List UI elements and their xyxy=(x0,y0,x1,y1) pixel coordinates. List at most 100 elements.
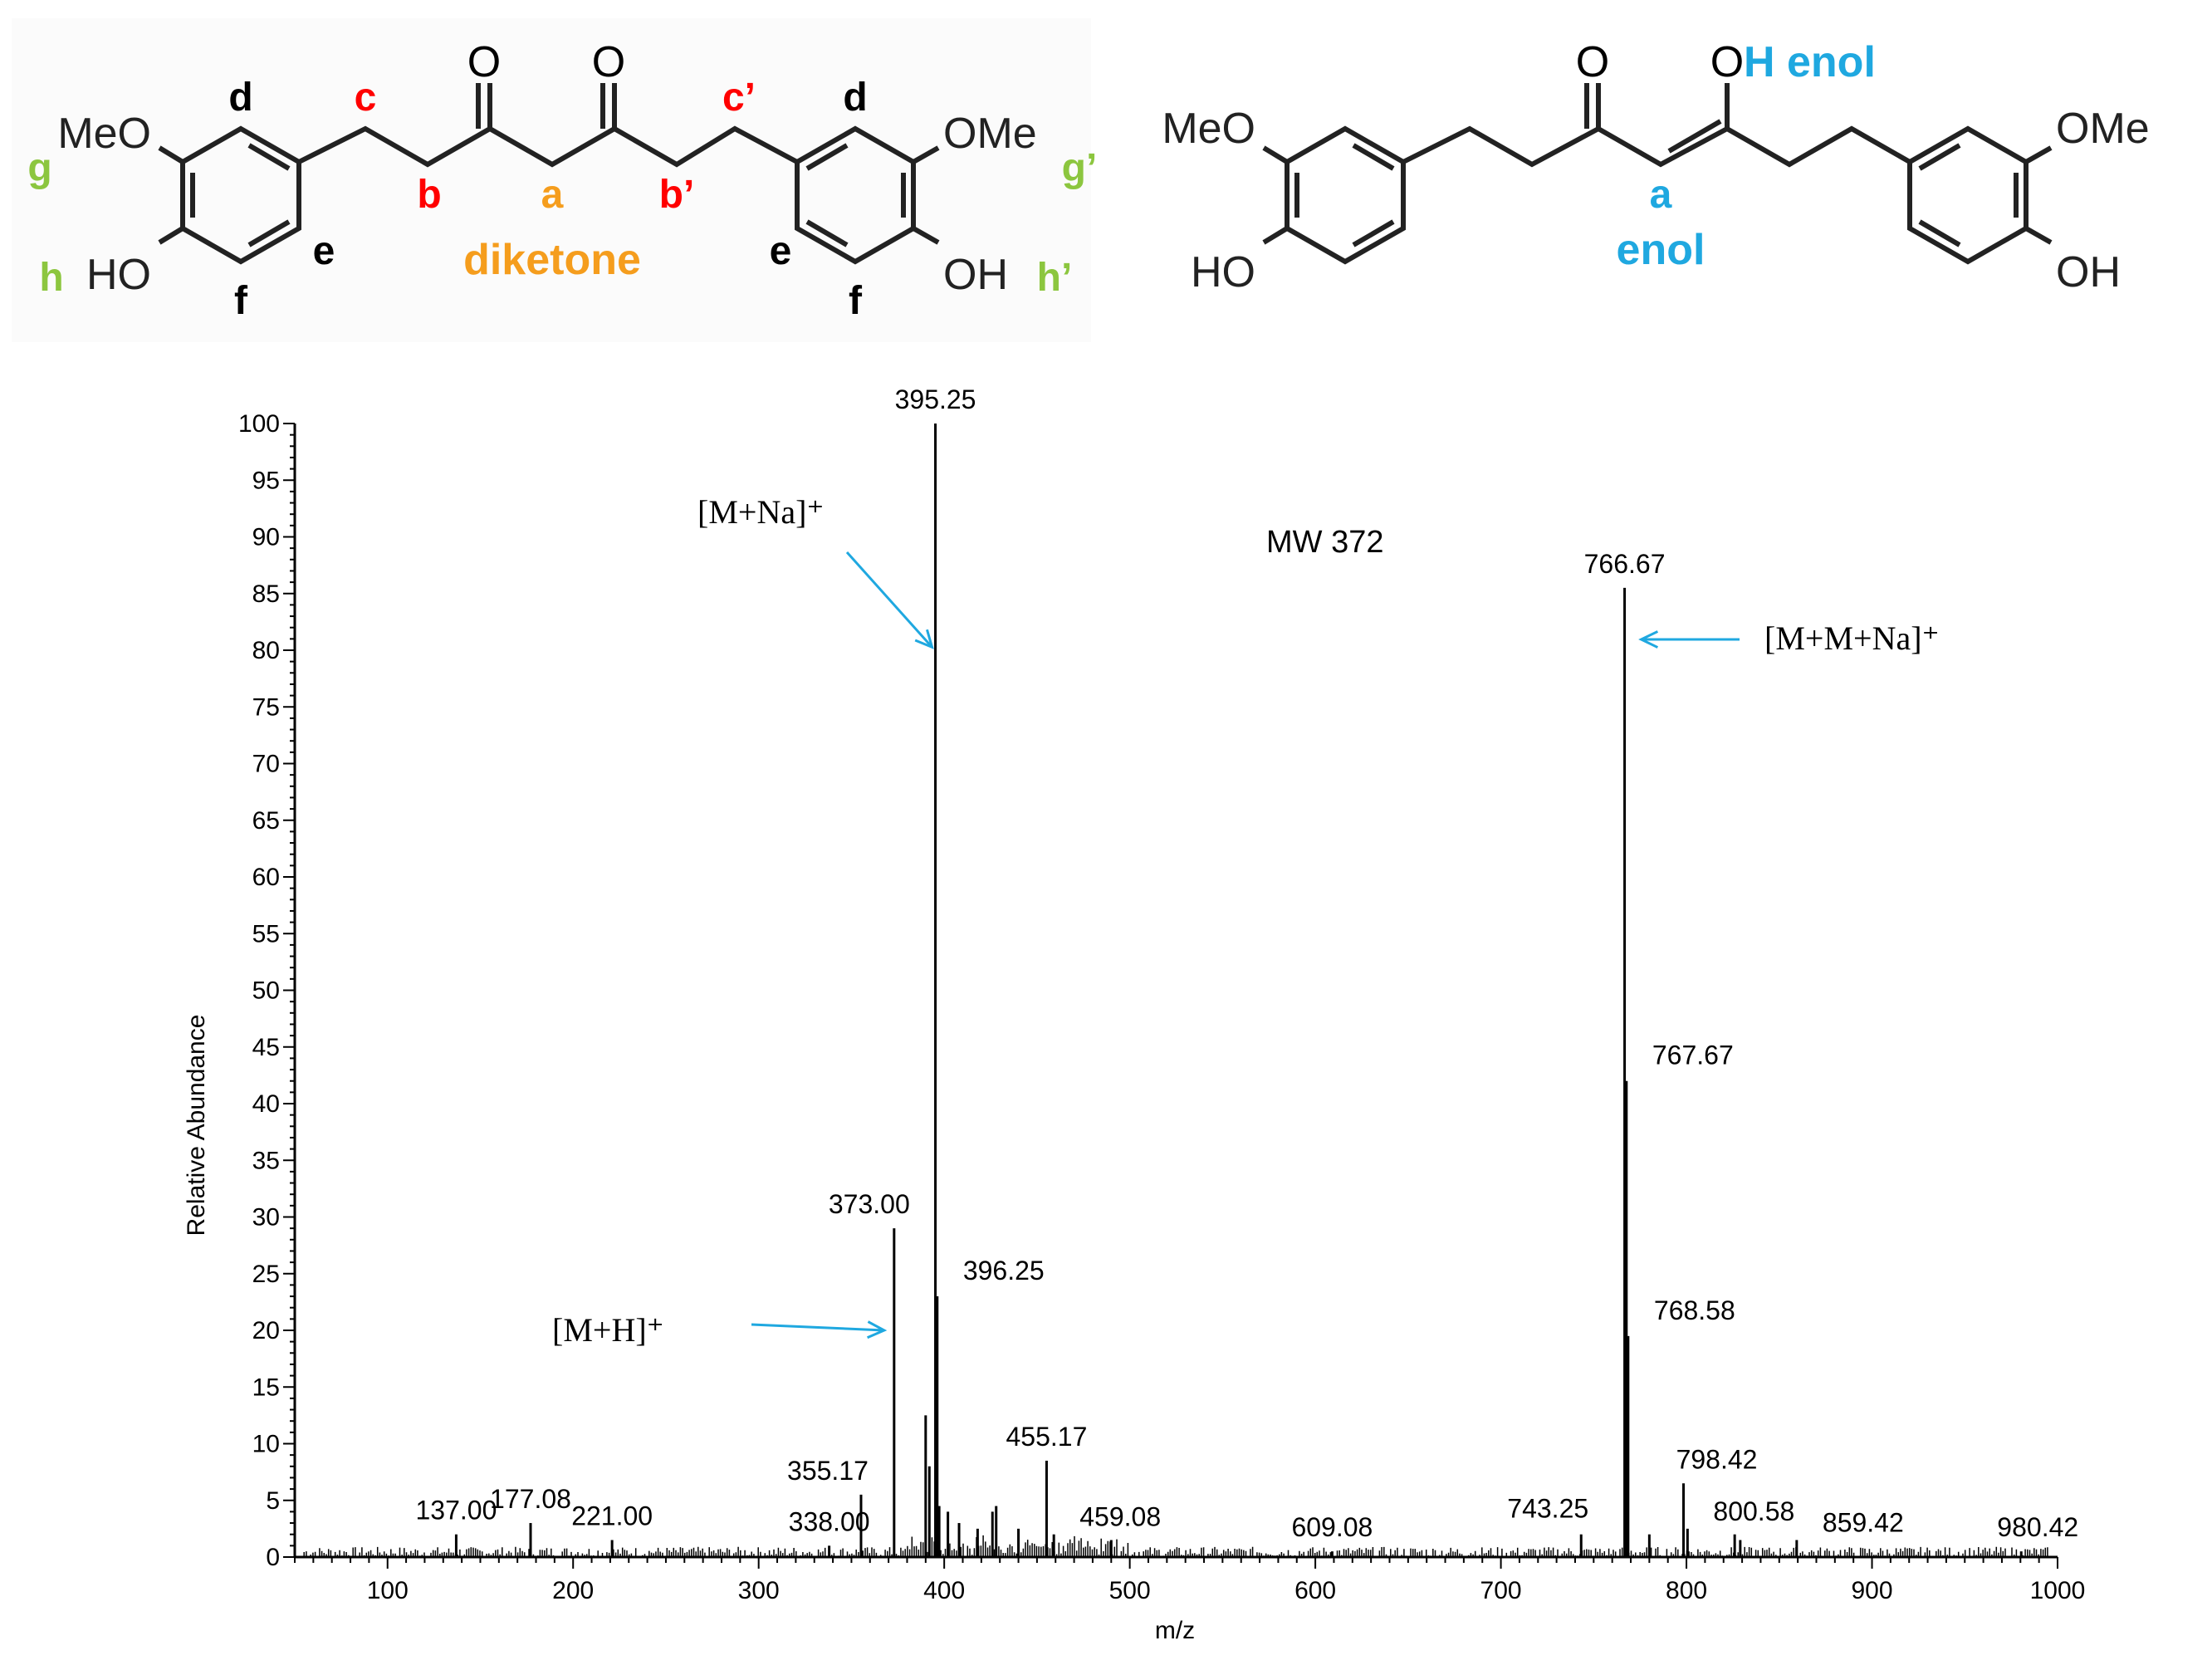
y-tick-label: 5 xyxy=(266,1487,280,1515)
x-tick-label: 100 xyxy=(367,1577,409,1604)
annotation-m-h: [M+H]⁺ xyxy=(552,1311,664,1349)
enol-chain xyxy=(1262,83,2053,245)
diketone-meo-label: MeO xyxy=(57,110,151,158)
diketone-oh-label: OH xyxy=(943,251,1008,299)
x-tick-label: 1000 xyxy=(2030,1577,2086,1604)
enol-structure-panel: O O H enol MeO HO OMe OH a enol xyxy=(1162,38,2149,296)
y-tick-label: 40 xyxy=(252,1090,280,1118)
y-tick-label: 80 xyxy=(252,637,280,664)
y-tick-label: 75 xyxy=(252,693,280,721)
peak-label-395.25: 395.25 xyxy=(895,384,976,414)
peak-label-609.08: 609.08 xyxy=(1291,1512,1373,1542)
x-axis-title: m/z xyxy=(1155,1617,1195,1644)
peak-label-798.42: 798.42 xyxy=(1676,1444,1758,1474)
x-tick-label: 900 xyxy=(1851,1577,1892,1604)
y-axis-title: Relative Abundance xyxy=(183,1015,210,1237)
noise-trace xyxy=(303,1535,2048,1557)
peak-label-373.00: 373.00 xyxy=(829,1189,910,1219)
x-tick-label: 200 xyxy=(552,1577,594,1604)
peak-label-768.58: 768.58 xyxy=(1654,1295,1735,1325)
diketone-ho-label: HO xyxy=(86,251,151,299)
enol-o-label: O xyxy=(1576,38,1609,86)
enol-name-label: enol xyxy=(1617,226,1705,274)
enol-ho-label: HO xyxy=(1191,248,1255,296)
peak-label-455.17: 455.17 xyxy=(1006,1422,1088,1452)
peak-label-859.42: 859.42 xyxy=(1823,1508,1904,1538)
arrow-m-na xyxy=(845,551,933,649)
diketone-label-c-prime: c’ xyxy=(722,76,756,120)
y-tick-label: 45 xyxy=(252,1034,280,1061)
y-tick-label: 100 xyxy=(238,410,280,438)
enol-right-ring xyxy=(1907,125,2028,265)
y-tick-label: 10 xyxy=(252,1431,280,1458)
enol-meo-label: MeO xyxy=(1162,105,1255,153)
diketone-o2-label: O xyxy=(592,38,625,86)
y-tick-label: 0 xyxy=(266,1544,280,1571)
peak-label-767.67: 767.67 xyxy=(1652,1041,1734,1070)
diketone-chain xyxy=(158,83,940,245)
enol-ome-label: OMe xyxy=(2056,105,2150,153)
annotation-m-na: [M+Na]⁺ xyxy=(697,493,825,531)
diketone-label-e2: e xyxy=(770,229,792,273)
annotation-m-m-na: [M+M+Na]⁺ xyxy=(1764,619,1940,657)
annotation-mw: MW 372 xyxy=(1266,525,1383,560)
enol-oh-label: OH xyxy=(2056,248,2121,296)
enol-h-enol-label: H enol xyxy=(1744,38,1876,86)
diketone-label-g-prime: g’ xyxy=(1062,146,1098,190)
diketone-label-b: b xyxy=(417,173,441,217)
enol-left-ring xyxy=(1285,125,1406,265)
arrow-m-na-head xyxy=(914,629,934,649)
y-tick-label: 70 xyxy=(252,751,280,778)
y-tick-label: 20 xyxy=(252,1317,280,1344)
x-tick-label: 600 xyxy=(1294,1577,1336,1604)
y-tick-label: 15 xyxy=(252,1374,280,1401)
spectrum-peaks xyxy=(454,424,2023,1557)
diketone-label-g: g xyxy=(27,146,51,190)
diketone-structure-panel: O O MeO HO OMe OH d d e e f f c b a b’ c… xyxy=(12,18,1097,342)
x-tick-label: 400 xyxy=(923,1577,965,1604)
mass-spectrum-chart: 0 5 10 15 20 25 30 35 40 45 50 55 60 65 70 75 80 85 90 95 10… xyxy=(183,384,2086,1644)
diketone-name-label: diketone xyxy=(463,236,641,284)
peak-label-137.00: 137.00 xyxy=(415,1496,497,1525)
arrow-m-h-head xyxy=(867,1320,888,1339)
y-tick-label: 55 xyxy=(252,920,280,948)
y-tick-label: 90 xyxy=(252,524,280,551)
diketone-label-d2: d xyxy=(843,76,867,120)
diketone-label-a: a xyxy=(541,173,564,217)
peak-label-177.08: 177.08 xyxy=(490,1484,571,1514)
y-tick-label: 85 xyxy=(252,580,280,608)
peak-label-766.67: 766.67 xyxy=(1584,549,1666,579)
peak-label-221.00: 221.00 xyxy=(571,1501,653,1531)
enol-label-a: a xyxy=(1650,173,1672,217)
arrow-m-m-na-head xyxy=(1638,630,1659,649)
diketone-label-f1: f xyxy=(234,279,248,323)
y-axis: 0 5 10 15 20 25 30 35 40 45 50 55 60 65 70 75 80 85 90 95 10… xyxy=(238,410,296,1571)
diketone-o1-label: O xyxy=(467,38,501,86)
baseline-noise xyxy=(303,1535,2048,1557)
diketone-label-f2: f xyxy=(849,279,863,323)
enol-o-enol-label: O xyxy=(1710,38,1744,86)
diketone-label-h-prime: h’ xyxy=(1037,256,1073,300)
y-tick-label: 35 xyxy=(252,1147,280,1174)
x-tick-label: 500 xyxy=(1109,1577,1151,1604)
peak-label-355.17: 355.17 xyxy=(787,1456,869,1486)
y-tick-label: 60 xyxy=(252,864,280,891)
peak-label-980.42: 980.42 xyxy=(1997,1512,2078,1542)
x-tick-label: 700 xyxy=(1480,1577,1522,1604)
ion-annotations: [M+Na]⁺ [M+H]⁺ [M+M+Na]⁺ MW 372 xyxy=(552,493,1940,1349)
diketone-ome-label: OMe xyxy=(943,110,1037,158)
peak-label-396.25: 396.25 xyxy=(963,1256,1045,1285)
diketone-label-h: h xyxy=(39,256,63,300)
diketone-label-b-prime: b’ xyxy=(659,173,695,217)
y-tick-label: 30 xyxy=(252,1204,280,1232)
x-axis: 100 200 300 400 500 600 700 800 900 1000 xyxy=(294,1555,2086,1604)
y-tick-label: 50 xyxy=(252,977,280,1005)
x-tick-label: 300 xyxy=(738,1577,780,1604)
arrow-m-h xyxy=(751,1323,884,1332)
diketone-label-d1: d xyxy=(228,76,252,120)
peak-label-338.00: 338.00 xyxy=(789,1506,870,1536)
diketone-label-e1: e xyxy=(313,229,335,273)
x-tick-label: 800 xyxy=(1666,1577,1707,1604)
diketone-label-c: c xyxy=(355,76,377,120)
